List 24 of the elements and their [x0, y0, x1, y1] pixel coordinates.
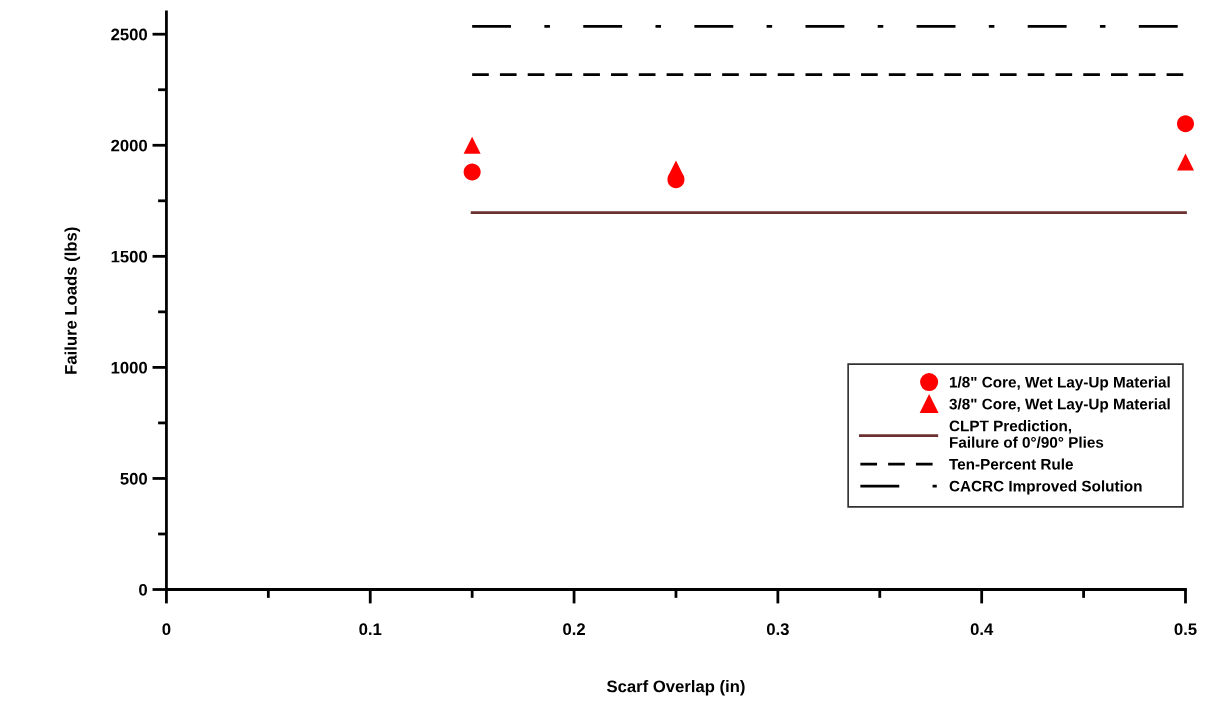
- legend-label: 3/8" Core, Wet Lay-Up Material: [949, 398, 1170, 413]
- point: [463, 136, 481, 154]
- y-tick-label: 1000: [111, 361, 147, 374]
- y-tick-label: 2000: [111, 139, 147, 152]
- point: [1176, 153, 1194, 171]
- x-tick-label: 0.1: [359, 623, 382, 636]
- legend-label: CLPT Prediction, Failure of 0°/90° Plies: [949, 420, 1104, 448]
- legend-label: CACRC Improved Solution: [949, 480, 1142, 495]
- point: [463, 163, 481, 181]
- legend-label: Ten-Percent Rule: [949, 458, 1073, 470]
- point: [1176, 115, 1194, 133]
- x-tick-label: 0: [162, 623, 171, 636]
- x-tick-label: 0.5: [1174, 623, 1197, 636]
- x-tick-label: 0.4: [970, 623, 994, 636]
- y-tick-label: 0: [139, 583, 147, 596]
- y-axis-title: Failure Loads (lbs): [64, 227, 81, 374]
- point: [667, 160, 685, 178]
- y-tick-label: 2500: [111, 28, 147, 41]
- x-tick-label: 0.2: [563, 623, 585, 636]
- x-axis-title: Scarf Overlap (in): [606, 680, 745, 696]
- x-tick-label: 0.3: [766, 623, 789, 636]
- y-tick-label: 500: [120, 472, 147, 485]
- y-tick-label: 1500: [111, 250, 147, 263]
- legend-label: 1/8" Core, Wet Lay-Up Material: [949, 376, 1170, 391]
